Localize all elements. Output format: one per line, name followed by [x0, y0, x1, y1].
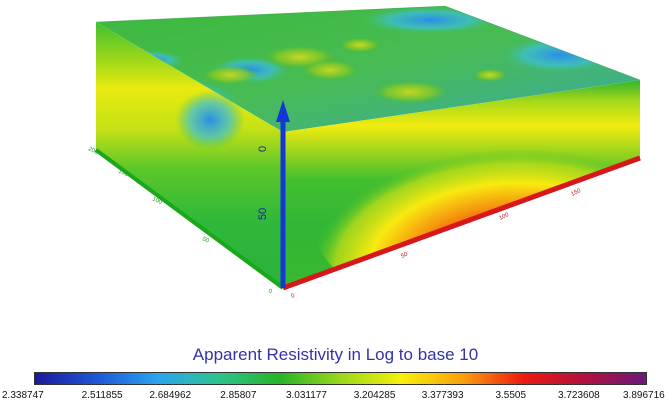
front-axis-tick-label: 50: [400, 251, 409, 260]
vertical-tick-label: 50: [257, 208, 269, 220]
colorbar-gradient: [34, 372, 647, 385]
colorbar-tick-label: 2.85807: [220, 390, 257, 401]
vertical-tick-label: 0: [257, 146, 269, 152]
left-axis-tick-label: 200: [87, 146, 99, 156]
left-axis-tick-label: 150: [117, 168, 129, 178]
front-axis-tick-label: 0: [290, 293, 296, 300]
left-face: [96, 22, 283, 288]
colorbar-tick-label: 3.377393: [421, 390, 464, 401]
resistivity-3d-block: 0 50 200 150 100 50 0 0 50 100 150: [87, 5, 641, 300]
left-axis-line: [94, 148, 285, 290]
colorbar-legend: Apparent Resistivity in Log to base 10 2…: [0, 330, 671, 405]
left-axis-tick-label: 50: [201, 236, 210, 245]
front-axis-tick-label: 100: [498, 212, 510, 222]
left-axis-tick-label: 0: [267, 288, 273, 295]
colorbar-title: Apparent Resistivity in Log to base 10: [192, 345, 479, 364]
colorbar-tick-label: 3.031177: [285, 390, 327, 401]
colorbar-tick-label: 2.338747: [2, 390, 44, 401]
front-axis-line: [282, 155, 641, 291]
left-axis-tick-label: 100: [151, 196, 163, 206]
colorbar-tick-label: 3.896716: [623, 390, 665, 401]
front-axis-tick-label: 150: [570, 188, 582, 198]
colorbar-tick-label: 3.723608: [558, 390, 600, 401]
colorbar-tick-label: 2.511855: [81, 390, 123, 401]
colorbar-tick-label: 3.5505: [495, 390, 527, 401]
top-edge: [95, 5, 641, 81]
vertical-axis-arrow-icon: [276, 100, 290, 122]
colorbar-tick-label: 3.204285: [353, 390, 396, 401]
colorbar-tick-label: 2.684962: [149, 390, 192, 401]
